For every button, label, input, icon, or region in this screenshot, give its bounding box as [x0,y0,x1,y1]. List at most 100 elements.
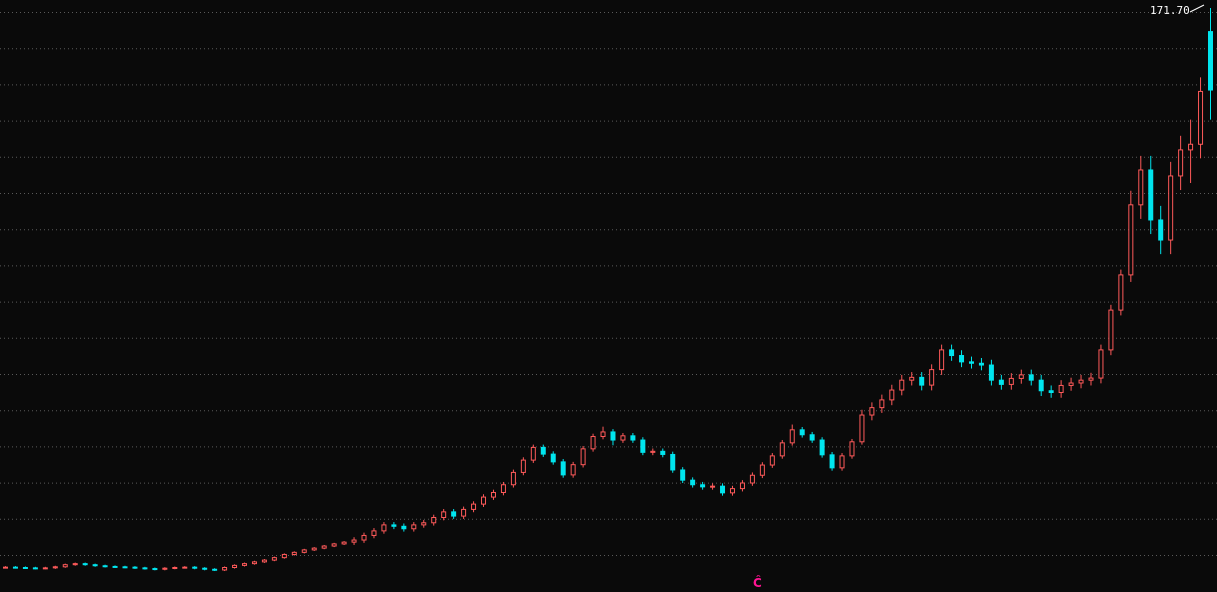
candle [799,427,805,438]
candle [879,394,885,413]
candle-body [680,469,686,481]
candle-body [431,517,437,524]
candle-body [949,349,955,357]
candle [759,462,765,479]
candle-body [1158,219,1164,241]
candle [1148,155,1154,235]
candle [650,448,656,456]
candle-body [1198,90,1204,145]
candle-body [590,436,596,450]
candle-body [500,484,506,493]
candle [112,565,118,568]
candle-body [1118,274,1124,311]
candle-body [441,511,447,519]
candle [720,483,726,496]
candle [789,424,795,446]
candle-body [988,364,994,381]
candle [1058,380,1064,398]
candle-body [510,471,516,486]
candle-body [271,557,277,561]
candle-body [1168,175,1174,241]
candle [281,553,287,559]
candle-body [22,567,28,569]
candle [540,444,546,457]
candle-body [640,439,646,453]
candle-body [481,496,487,505]
candle [22,566,28,569]
candle-body [12,566,18,569]
candle-body [212,568,218,571]
candle [242,562,248,567]
max-price-label: 171.70 [1150,4,1190,17]
candle-body [1078,379,1084,384]
candle [1198,77,1204,159]
candle-body [361,534,367,541]
candle [202,567,208,571]
candle [600,426,606,440]
candle-body [461,508,467,517]
candle-body [630,435,636,441]
candle-body [222,567,228,571]
candle [500,481,506,496]
candle [291,551,297,556]
candle-body [1058,384,1064,393]
candle-body [232,564,238,569]
candle [640,437,646,456]
candle [401,523,407,532]
candle-body [251,561,257,565]
candle [72,562,78,566]
candle-body [52,566,58,569]
candle [729,485,735,496]
candle [451,509,457,519]
candle-body [819,439,825,456]
candle [371,528,377,539]
candle-body [1068,382,1074,386]
candle [610,429,616,446]
candle [690,477,696,488]
candle [700,481,706,490]
candle-body [729,488,735,494]
candle-body [1048,390,1054,394]
candle [620,432,626,443]
candle-body [281,553,287,559]
candle-body [421,522,427,526]
candle-body [242,563,248,566]
candle [680,467,686,483]
candle-body [1098,349,1104,379]
candle [1028,369,1034,386]
candle-body [769,455,775,466]
candle [560,459,566,478]
candle [441,509,447,521]
candle [142,566,148,570]
candle [570,461,576,478]
candle [1088,372,1094,386]
candle [899,374,905,396]
candle [92,563,98,567]
candle [988,359,994,386]
candle [909,372,915,386]
event-marker[interactable]: Ĉ [753,576,762,590]
candle [1158,205,1164,255]
candle [849,438,855,459]
candle-body [202,567,208,570]
candle-body [82,563,88,566]
candle [939,344,945,375]
candle-body [182,566,188,569]
candle [530,444,536,463]
candle [550,451,556,465]
candle [411,522,417,532]
candle [1108,304,1114,356]
candle [3,566,8,569]
candle [172,566,178,570]
candle-body [939,349,945,371]
candle [42,566,48,570]
candle-body [451,511,457,517]
candle [510,469,516,488]
candle-body [650,450,656,453]
candle [590,433,596,452]
candle-body [899,379,905,391]
candle-body [720,485,726,494]
candle-body [102,565,108,568]
candle [471,501,477,513]
